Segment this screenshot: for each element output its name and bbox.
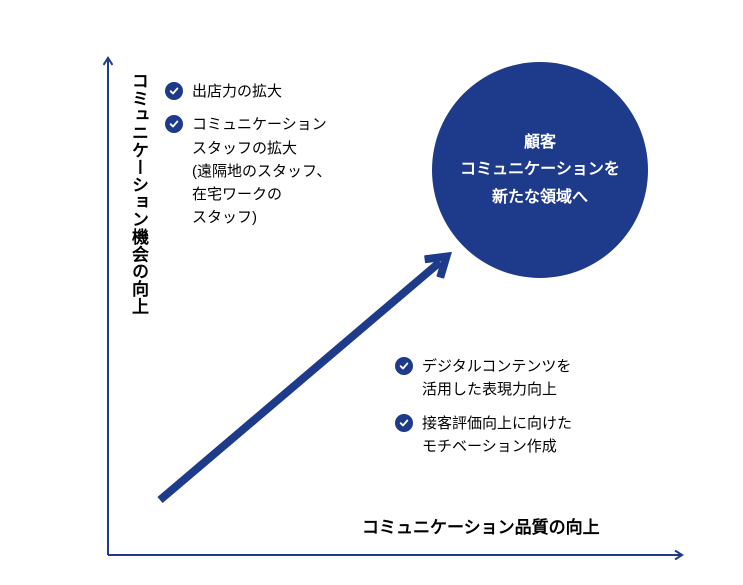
check-circle-icon <box>395 414 413 432</box>
x-axis-label: コミュニケーション品質の向上 <box>362 513 600 538</box>
upper-left-bullets: 出店力の拡大コミュニケーション スタッフの拡大 (遠隔地のスタッフ、 在宅ワーク… <box>165 80 415 240</box>
goal-circle: 顧客 コミュニケーションを 新たな領域へ <box>432 62 648 278</box>
check-circle-icon <box>165 115 183 133</box>
bullet-item: 接客評価向上に向けた モチベーション作成 <box>395 412 675 459</box>
y-axis-label: コミュニケーション機会の向上 <box>126 72 151 315</box>
check-circle-icon <box>165 82 183 100</box>
check-circle-icon <box>395 357 413 375</box>
bullet-text: コミュニケーション スタッフの拡大 (遠隔地のスタッフ、 在宅ワークの スタッフ… <box>192 113 331 229</box>
bullet-text: 出店力の拡大 <box>192 80 282 103</box>
lower-right-bullets: デジタルコンテンツを 活用した表現力向上接客評価向上に向けた モチベーション作成 <box>395 355 675 468</box>
goal-circle-text: 顧客 コミュニケーションを 新たな領域へ <box>460 129 620 211</box>
bullet-text: デジタルコンテンツを 活用した表現力向上 <box>422 355 571 402</box>
bullet-item: 出店力の拡大 <box>165 80 415 103</box>
bullet-text: 接客評価向上に向けた モチベーション作成 <box>422 412 572 459</box>
bullet-item: コミュニケーション スタッフの拡大 (遠隔地のスタッフ、 在宅ワークの スタッフ… <box>165 113 415 229</box>
diagram-stage: コミュニケーション機会の向上 コミュニケーション品質の向上 顧客 コミュニケーシ… <box>0 0 743 585</box>
bullet-item: デジタルコンテンツを 活用した表現力向上 <box>395 355 675 402</box>
